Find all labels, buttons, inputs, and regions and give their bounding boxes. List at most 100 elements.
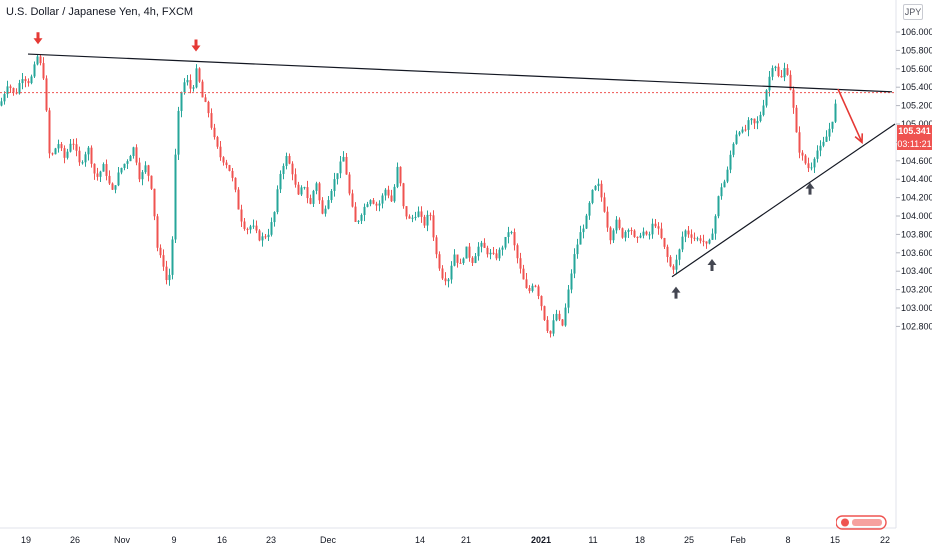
candle-body (72, 143, 75, 145)
candle-body (345, 156, 348, 175)
candle-body (765, 90, 768, 106)
candle-body (438, 254, 441, 269)
x-tick-label: 16 (217, 535, 227, 545)
candle-body (564, 307, 567, 326)
candle-body (114, 185, 117, 190)
currency-button[interactable]: JPY (903, 4, 923, 20)
candle-body (234, 177, 237, 190)
candle-body (591, 189, 594, 203)
candle-body (351, 193, 354, 207)
candle-body (420, 211, 423, 217)
candle-body (465, 246, 468, 259)
candle-body (0, 101, 3, 106)
candle-body (468, 246, 471, 258)
candle-body (408, 216, 411, 219)
candle-body (240, 209, 243, 222)
y-tick-label: 104.000 (901, 211, 932, 221)
candle-body (339, 161, 342, 174)
candle-body (210, 113, 213, 128)
y-tick-label: 104.200 (901, 193, 932, 203)
candle-body (462, 258, 465, 264)
candle-body (525, 279, 528, 289)
candle-body (102, 164, 105, 172)
x-tick-label: 22 (880, 535, 890, 545)
candle-body (147, 165, 150, 176)
candle-body (495, 253, 498, 259)
candle-body (168, 274, 171, 281)
x-tick-label: 15 (830, 535, 840, 545)
candle-body (519, 258, 522, 269)
candle-body (297, 184, 300, 195)
candle-body (219, 146, 222, 158)
candle-body (747, 120, 750, 130)
markers-layer (33, 32, 815, 299)
candle-body (360, 214, 363, 221)
y-tick-label: 102.800 (901, 321, 932, 331)
y-tick-label: 105.200 (901, 101, 932, 111)
support-trendline (671, 123, 896, 278)
candle-body (612, 230, 615, 241)
candle-body (681, 236, 684, 250)
candle-body (633, 230, 636, 237)
candle-body (12, 88, 15, 93)
candle-body (423, 216, 426, 226)
candle-body (156, 216, 159, 248)
candle-body (192, 87, 195, 89)
candle-body (402, 183, 405, 207)
candle-body (657, 226, 660, 229)
candle-body (288, 156, 291, 164)
candle-body (348, 174, 351, 194)
symbol-title: U.S. Dollar / Japanese Yen, 4h, FXCM (6, 6, 194, 18)
candle-body (483, 242, 486, 248)
candle-body (669, 256, 672, 267)
candle-body (780, 75, 783, 78)
candle-body (561, 319, 564, 326)
candle-body (93, 163, 96, 174)
candle-body (411, 217, 414, 219)
x-tick-label: Dec (320, 535, 337, 545)
candle-body (213, 127, 216, 138)
candle-body (621, 228, 624, 238)
x-tick-label: 26 (70, 535, 80, 545)
candle-body (45, 78, 48, 111)
candle-body (381, 195, 384, 204)
candle-body (660, 228, 663, 239)
candle-body (426, 214, 429, 226)
x-tick-label: 23 (266, 535, 276, 545)
candle-body (372, 200, 375, 204)
candle-body (27, 81, 30, 84)
candle-body (330, 190, 333, 201)
candle-body (246, 228, 249, 230)
candle-body (828, 128, 831, 137)
candle-body (546, 319, 549, 331)
trendlines-layer (27, 53, 896, 278)
x-tick-label: Nov (114, 535, 131, 545)
candle-body (597, 183, 600, 186)
candle-body (555, 313, 558, 321)
candle-body (735, 134, 738, 144)
candle-body (384, 189, 387, 196)
candle-body (447, 279, 450, 282)
candle-body (645, 231, 648, 235)
candle-body (450, 265, 453, 280)
candle-body (9, 86, 12, 89)
candle-body (711, 233, 714, 240)
candle-body (738, 132, 741, 135)
candle-body (642, 231, 645, 236)
candle-body (456, 254, 459, 263)
candle-body (336, 173, 339, 180)
candle-body (558, 313, 561, 320)
candle-body (393, 186, 396, 202)
candle-body (285, 156, 288, 166)
candle-body (792, 89, 795, 108)
candle-body (750, 118, 753, 121)
y-tick-label: 105.800 (901, 45, 932, 55)
candle-body (786, 68, 789, 75)
candle-body (813, 158, 816, 168)
candle-body (789, 74, 792, 90)
candle-body (588, 202, 591, 216)
candle-body (825, 136, 828, 142)
projection-arrowhead (854, 133, 864, 145)
candle-body (549, 330, 552, 334)
